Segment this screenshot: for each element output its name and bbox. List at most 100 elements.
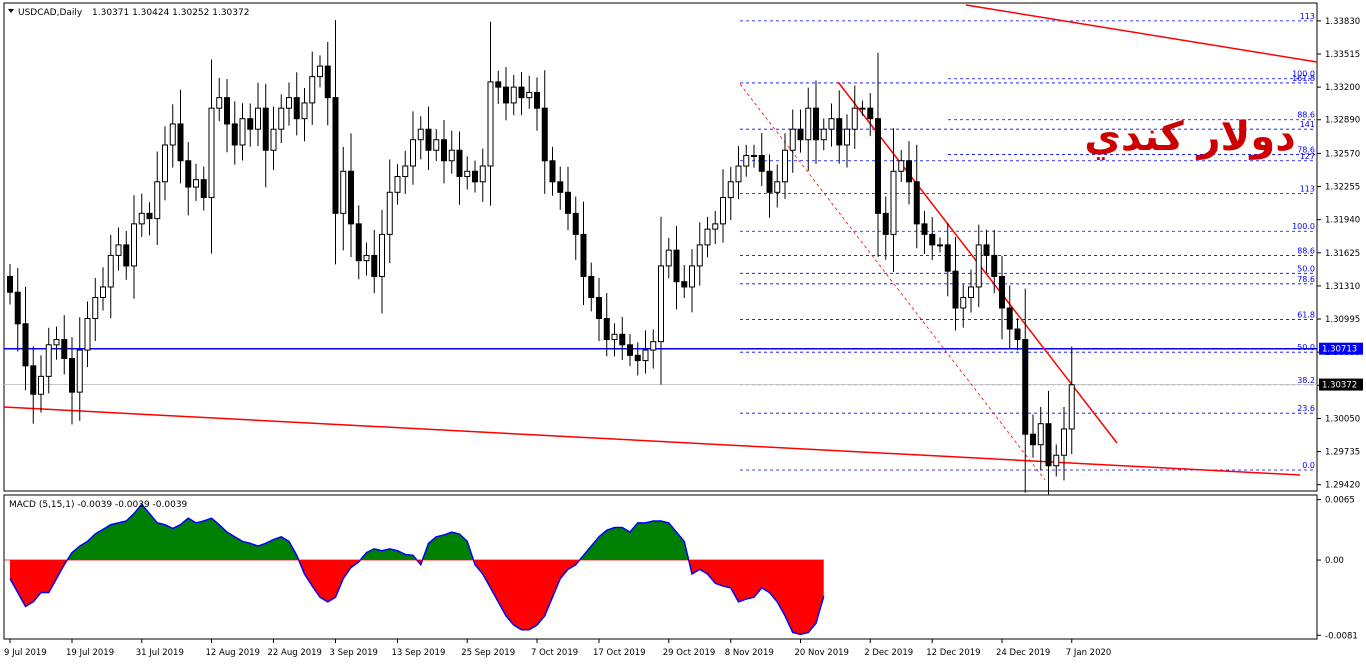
candle[interactable] — [278, 94, 285, 144]
candle[interactable] — [867, 92, 874, 137]
candle[interactable] — [797, 109, 804, 153]
candle[interactable] — [286, 82, 292, 126]
candle[interactable] — [417, 116, 424, 160]
candle[interactable] — [634, 342, 641, 376]
candle[interactable] — [983, 229, 990, 273]
candle[interactable] — [1030, 414, 1036, 458]
candle[interactable] — [1053, 444, 1060, 477]
candle[interactable] — [828, 103, 835, 147]
candle[interactable] — [92, 277, 99, 342]
candle[interactable] — [309, 51, 316, 125]
candle[interactable] — [402, 150, 409, 194]
candle[interactable] — [534, 77, 540, 131]
candle[interactable] — [76, 317, 83, 421]
candle[interactable] — [270, 106, 277, 170]
candle[interactable] — [549, 146, 556, 196]
candle[interactable] — [340, 146, 347, 251]
candle[interactable] — [650, 329, 657, 369]
candle[interactable] — [410, 111, 416, 185]
candle[interactable] — [479, 148, 486, 202]
candle[interactable] — [503, 67, 509, 121]
candle[interactable] — [301, 88, 308, 142]
candle[interactable] — [472, 160, 478, 193]
candle[interactable] — [603, 293, 610, 357]
candle[interactable] — [673, 226, 680, 310]
candle[interactable] — [844, 114, 850, 168]
candle[interactable] — [712, 210, 719, 244]
candle[interactable] — [689, 249, 695, 313]
candle[interactable] — [681, 264, 688, 299]
candle[interactable] — [255, 82, 261, 146]
candle[interactable] — [247, 103, 254, 147]
candle[interactable] — [146, 202, 153, 236]
candle[interactable] — [898, 150, 905, 183]
candle[interactable] — [84, 301, 91, 368]
candle[interactable] — [805, 87, 812, 171]
candle[interactable] — [782, 133, 788, 199]
candle[interactable] — [441, 120, 447, 184]
candle[interactable] — [193, 163, 199, 201]
candle[interactable] — [363, 242, 370, 276]
candle[interactable] — [813, 80, 819, 164]
symbol-dropdown-icon[interactable] — [8, 9, 14, 13]
candle[interactable] — [1045, 390, 1052, 495]
candle[interactable] — [239, 103, 246, 161]
candle[interactable] — [611, 323, 618, 357]
candle[interactable] — [960, 284, 967, 328]
candle[interactable] — [588, 262, 595, 312]
candle[interactable] — [789, 109, 796, 173]
candle[interactable] — [665, 237, 672, 279]
candle[interactable] — [115, 227, 122, 271]
candle[interactable] — [526, 75, 533, 109]
candle[interactable] — [61, 315, 68, 375]
candle[interactable] — [495, 70, 502, 104]
candle[interactable] — [727, 166, 734, 221]
channel-lower-line[interactable] — [739, 83, 1046, 481]
candle[interactable] — [851, 85, 858, 149]
candle[interactable] — [200, 166, 207, 211]
candle[interactable] — [766, 154, 773, 218]
candle[interactable] — [394, 164, 401, 205]
candle[interactable] — [580, 201, 587, 306]
candle[interactable] — [177, 89, 184, 184]
candle[interactable] — [100, 267, 106, 311]
candle[interactable] — [293, 72, 300, 136]
candle[interactable] — [751, 144, 757, 168]
candle[interactable] — [1014, 318, 1021, 351]
candle[interactable] — [456, 131, 463, 205]
candle[interactable] — [735, 146, 742, 200]
candle[interactable] — [53, 326, 60, 360]
candle[interactable] — [596, 277, 602, 342]
candle[interactable] — [510, 74, 517, 116]
candle[interactable] — [30, 346, 37, 424]
candle[interactable] — [906, 141, 912, 205]
candle[interactable] — [565, 166, 571, 231]
upper-trendline[interactable] — [965, 4, 1318, 63]
candle[interactable] — [1061, 407, 1067, 481]
candle[interactable] — [138, 193, 145, 237]
candle[interactable] — [968, 269, 974, 313]
candle[interactable] — [921, 210, 928, 255]
candle[interactable] — [975, 224, 982, 308]
candle[interactable] — [890, 128, 897, 272]
candle[interactable] — [22, 286, 29, 391]
candle[interactable] — [348, 133, 354, 257]
candle[interactable] — [836, 90, 843, 164]
candle[interactable] — [541, 70, 548, 194]
candle[interactable] — [7, 264, 13, 305]
candle[interactable] — [231, 101, 238, 165]
candle[interactable] — [487, 21, 494, 206]
candle[interactable] — [937, 237, 943, 253]
candle[interactable] — [208, 59, 215, 254]
candle[interactable] — [952, 237, 959, 331]
lower-trendline[interactable] — [3, 406, 1301, 476]
candle[interactable] — [371, 229, 378, 294]
candle[interactable] — [774, 164, 781, 208]
candle[interactable] — [433, 128, 440, 161]
candle[interactable] — [379, 209, 385, 314]
candle[interactable] — [14, 268, 21, 352]
candle[interactable] — [107, 234, 114, 319]
candle[interactable] — [720, 169, 726, 243]
candle[interactable] — [224, 78, 230, 153]
candle[interactable] — [386, 159, 393, 263]
